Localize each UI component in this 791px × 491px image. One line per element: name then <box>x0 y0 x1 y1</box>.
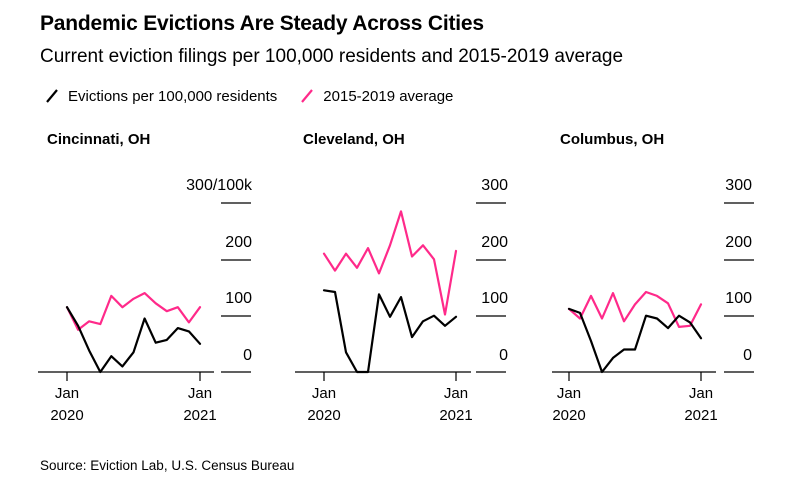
y-tick-label: 100 <box>725 290 752 307</box>
x-tick-label: Jan <box>689 385 713 402</box>
x-tick-label: 2020 <box>552 407 585 424</box>
legend: Evictions per 100,000 residents 2015-201… <box>44 86 475 106</box>
panel-title-cleveland: Cleveland, OH <box>303 131 405 148</box>
x-tick-label: 2020 <box>50 407 83 424</box>
series-line-current <box>567 307 703 374</box>
x-tick-label: Jan <box>312 385 336 402</box>
x-tick-label: 2021 <box>183 407 216 424</box>
series-line-current <box>65 306 202 374</box>
x-tick-label: Jan <box>557 385 581 402</box>
y-tick-label: 200 <box>225 234 252 251</box>
x-tick-label: Jan <box>188 385 212 402</box>
x-tick-label: Jan <box>55 385 79 402</box>
x-tick-label: 2020 <box>307 407 340 424</box>
legend-swatch-current <box>46 89 58 103</box>
legend-swatch-average <box>301 89 314 103</box>
legend-item-current: Evictions per 100,000 residents <box>44 88 277 105</box>
legend-label-average: 2015-2019 average <box>323 87 454 105</box>
y-tick-label: 0 <box>743 347 752 364</box>
y-tick-label: 300/100k <box>186 177 253 194</box>
y-tick-label: 100 <box>225 290 252 307</box>
y-tick-label: 0 <box>499 347 508 364</box>
x-tick-label: 2021 <box>439 407 472 424</box>
chart-subtitle: Current eviction filings per 100,000 res… <box>40 46 624 67</box>
y-tick-label: 200 <box>725 234 752 251</box>
y-tick-label: 300 <box>725 177 752 194</box>
panel-title-cincinnati: Cincinnati, OH <box>47 131 151 148</box>
y-tick-label: 100 <box>481 290 508 307</box>
chart-title: Pandemic Evictions Are Steady Across Cit… <box>40 12 484 35</box>
series-line-average <box>567 290 703 328</box>
panel-title-columbus: Columbus, OH <box>560 131 665 148</box>
y-tick-label: 300 <box>481 177 508 194</box>
x-tick-label: Jan <box>444 385 468 402</box>
x-tick-label: 2021 <box>684 407 717 424</box>
y-tick-label: 200 <box>481 234 508 251</box>
y-tick-label: 0 <box>243 347 252 364</box>
series-line-average <box>322 210 458 316</box>
series-line-current <box>322 289 458 374</box>
series-line-average <box>65 292 202 331</box>
source-note: Source: Eviction Lab, U.S. Census Bureau <box>40 458 295 473</box>
legend-item-average: 2015-2019 average <box>299 88 453 105</box>
legend-label-current: Evictions per 100,000 residents <box>68 87 278 105</box>
